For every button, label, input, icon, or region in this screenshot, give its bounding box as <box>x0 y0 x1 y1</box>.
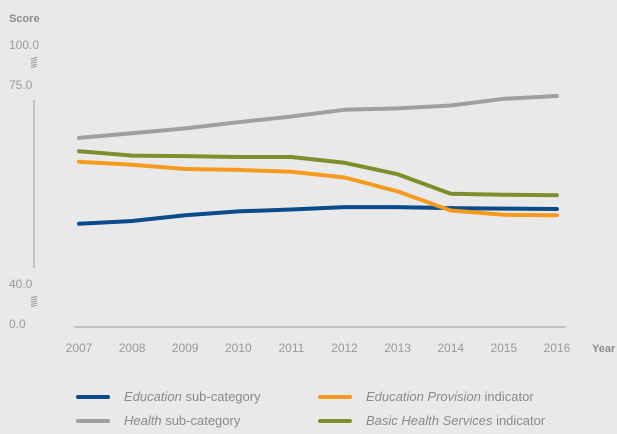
x-tick-label: 2009 <box>172 341 199 355</box>
series-line-2 <box>77 94 559 140</box>
axis-break-top-icon <box>30 56 38 69</box>
x-tick-label: 2011 <box>278 341 304 355</box>
y-tick-label: 40.0 <box>9 277 33 291</box>
axis-break-bottom-icon <box>30 295 38 308</box>
series-line-4 <box>77 149 559 198</box>
axis-layer: Score Year <box>9 13 616 355</box>
x-tick-label: 2013 <box>384 341 411 355</box>
legend-label: Basic Health Services indicator <box>366 413 546 428</box>
x-tick-labels: 2007 2008 2009 2010 2011 2012 2013 2014 2015 2016 <box>66 341 571 355</box>
x-axis-title: Year <box>592 343 616 355</box>
legend-label: Education sub-category <box>124 389 261 404</box>
series-line-1 <box>77 205 559 226</box>
series-line-3 <box>77 159 559 218</box>
y-tick-label: 0.0 <box>9 317 26 331</box>
x-tick-label: 2008 <box>119 341 146 355</box>
x-tick-label: 2010 <box>225 341 252 355</box>
x-tick-label: 2014 <box>437 341 464 355</box>
y-tick-labels: 100.0 75.0 40.0 0.0 <box>9 38 39 331</box>
x-tick-label: 2012 <box>331 341 358 355</box>
x-tick-label: 2016 <box>544 341 571 355</box>
x-tick-label: 2015 <box>490 341 517 355</box>
legend: Education sub-category Health sub-categor… <box>76 389 546 428</box>
legend-label: Health sub-category <box>124 413 241 428</box>
x-tick-label: 2007 <box>66 341 93 355</box>
y-tick-label: 75.0 <box>9 78 33 92</box>
y-tick-label: 100.0 <box>9 38 39 52</box>
series-lines <box>77 94 559 226</box>
legend-label: Education Provision indicator <box>366 389 534 404</box>
y-axis-title: Score <box>9 13 40 25</box>
